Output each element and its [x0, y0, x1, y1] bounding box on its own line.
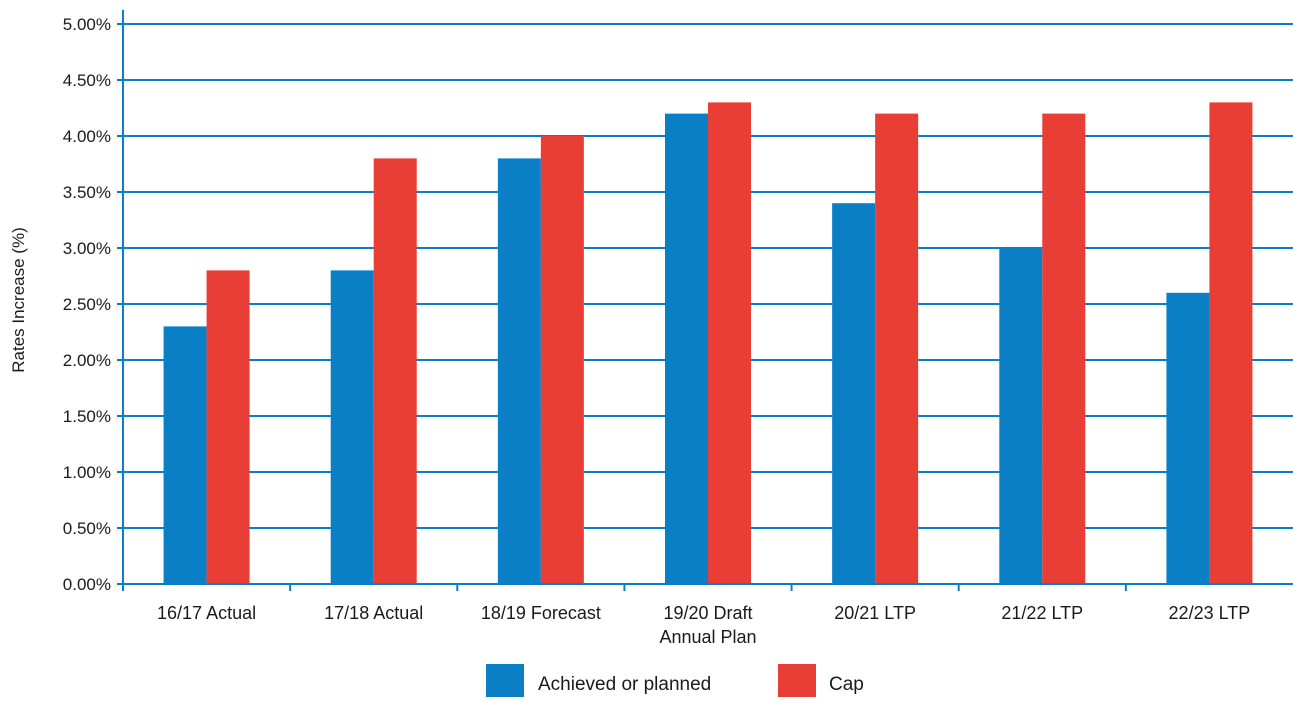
x-category-label: 18/19 Forecast — [481, 603, 601, 623]
x-category-label: 16/17 Actual — [157, 603, 256, 623]
bar-cap — [373, 158, 417, 584]
x-category-label: 19/20 Draft Annual Plan — [659, 603, 756, 647]
y-tick-label: 4.50% — [63, 71, 111, 90]
bars — [163, 102, 1253, 585]
y-tick-label: 2.00% — [63, 351, 111, 370]
y-tick-label: 0.00% — [63, 575, 111, 594]
legend-swatch — [778, 664, 816, 697]
y-tick-label: 5.00% — [63, 15, 111, 34]
y-tick-label: 4.00% — [63, 127, 111, 146]
x-category-labels: 16/17 Actual 17/18 Actual 18/19 Forecast 19… — [157, 603, 1250, 647]
legend-label: Cap — [829, 674, 864, 695]
bar-cap — [206, 270, 250, 584]
bar-achieved — [832, 203, 876, 584]
legend-label: Achieved or planned — [538, 674, 711, 695]
y-tick-label: 0.50% — [63, 519, 111, 538]
bar-achieved — [1166, 292, 1210, 584]
x-category-label: 21/22 LTP — [1001, 603, 1083, 623]
x-category-label: 20/21 LTP — [834, 603, 916, 623]
legend-swatch — [486, 664, 524, 697]
x-category-label: 22/23 LTP — [1169, 603, 1251, 623]
legend: Achieved or planned Cap — [486, 664, 864, 697]
y-tick-label: 1.00% — [63, 463, 111, 482]
axes — [117, 10, 1293, 591]
y-tick-label: 3.50% — [63, 183, 111, 202]
bar-cap — [708, 102, 751, 585]
bar-cap — [540, 136, 584, 584]
y-tick-label: 2.50% — [63, 295, 111, 314]
bar-achieved — [163, 326, 207, 584]
bar-achieved — [999, 248, 1043, 584]
y-tick-label: 1.50% — [63, 407, 111, 426]
bar-achieved — [330, 270, 374, 584]
x-category-label: 17/18 Actual — [324, 603, 423, 623]
bar-cap — [1209, 102, 1253, 585]
y-axis-title: Rates Increase (%) — [9, 227, 28, 373]
y-tick-labels: 0.00% 0.50% 1.00% 1.50% 2.00% 2.50% 3.00% 3.50%… — [63, 15, 111, 594]
y-tick-label: 3.00% — [63, 239, 111, 258]
bar-cap — [875, 113, 919, 584]
bar-achieved — [497, 158, 541, 584]
bar-achieved — [665, 113, 708, 584]
bar-cap — [1042, 113, 1086, 584]
